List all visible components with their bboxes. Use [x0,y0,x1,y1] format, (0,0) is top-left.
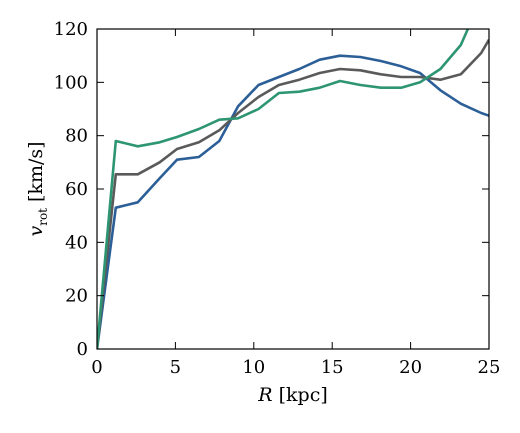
x-axis-label: R [kpc] [257,384,328,406]
series-line-3 [97,29,470,349]
y-tick-label: 40 [65,232,88,253]
y-tick-label: 100 [54,72,88,93]
y-tick-label: 60 [65,179,88,200]
y-axis-label-variable: v [25,226,47,237]
series-lines [97,29,489,349]
x-axis-label-unit: [kpc] [273,384,328,406]
y-tick-label: 120 [54,19,88,40]
x-tick-label: 0 [91,357,102,378]
x-axis: 0 5 10 15 20 25 [91,29,500,378]
y-tick-label: 80 [65,126,88,147]
x-tick-label: 20 [399,357,422,378]
y-axis-label: vrot [km/s] [25,141,50,236]
series-line-1 [97,54,489,349]
y-axis-label-unit: [km/s] [25,141,47,208]
y-axis: 0 20 40 60 80 100 120 [54,19,489,360]
y-axis-label-subscript: rot [36,208,50,226]
x-axis-label-variable: R [257,384,272,406]
x-tick-label: 15 [321,357,344,378]
x-tick-label: 10 [242,357,265,378]
x-tick-label: 5 [170,357,181,378]
y-tick-label: 20 [65,286,88,307]
x-tick-label: 25 [478,357,501,378]
series-line-2 [97,39,489,349]
y-tick-label: 0 [77,339,88,360]
